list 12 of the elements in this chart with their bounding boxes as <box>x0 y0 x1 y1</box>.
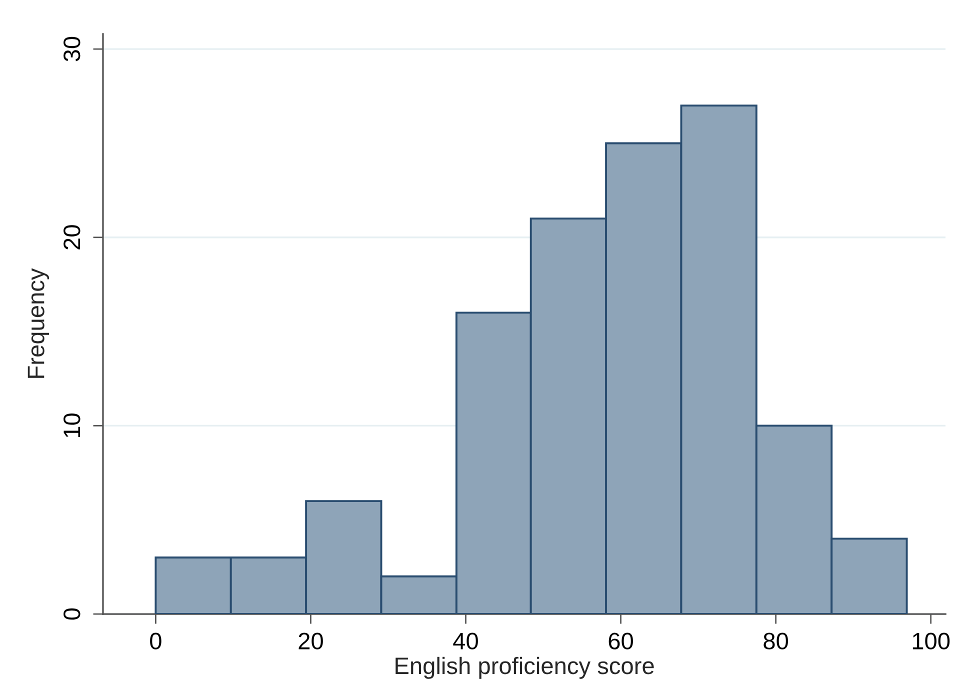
y-axis-title: Frequency <box>28 268 50 378</box>
y-tick-label: 10 <box>64 414 80 438</box>
x-tick-label: 40 <box>453 632 478 650</box>
x-tick-label: 100 <box>912 632 950 650</box>
x-axis-title: English proficiency score <box>396 656 654 679</box>
x-tick-label: 0 <box>150 632 162 650</box>
y-tick-label: 0 <box>64 608 80 620</box>
x-tick-label: 80 <box>764 632 788 650</box>
x-tick-label: 20 <box>298 632 323 650</box>
y-tick-label: 20 <box>64 225 80 250</box>
x-tick-label: 60 <box>608 632 633 650</box>
y-tick-label: 30 <box>64 36 80 62</box>
